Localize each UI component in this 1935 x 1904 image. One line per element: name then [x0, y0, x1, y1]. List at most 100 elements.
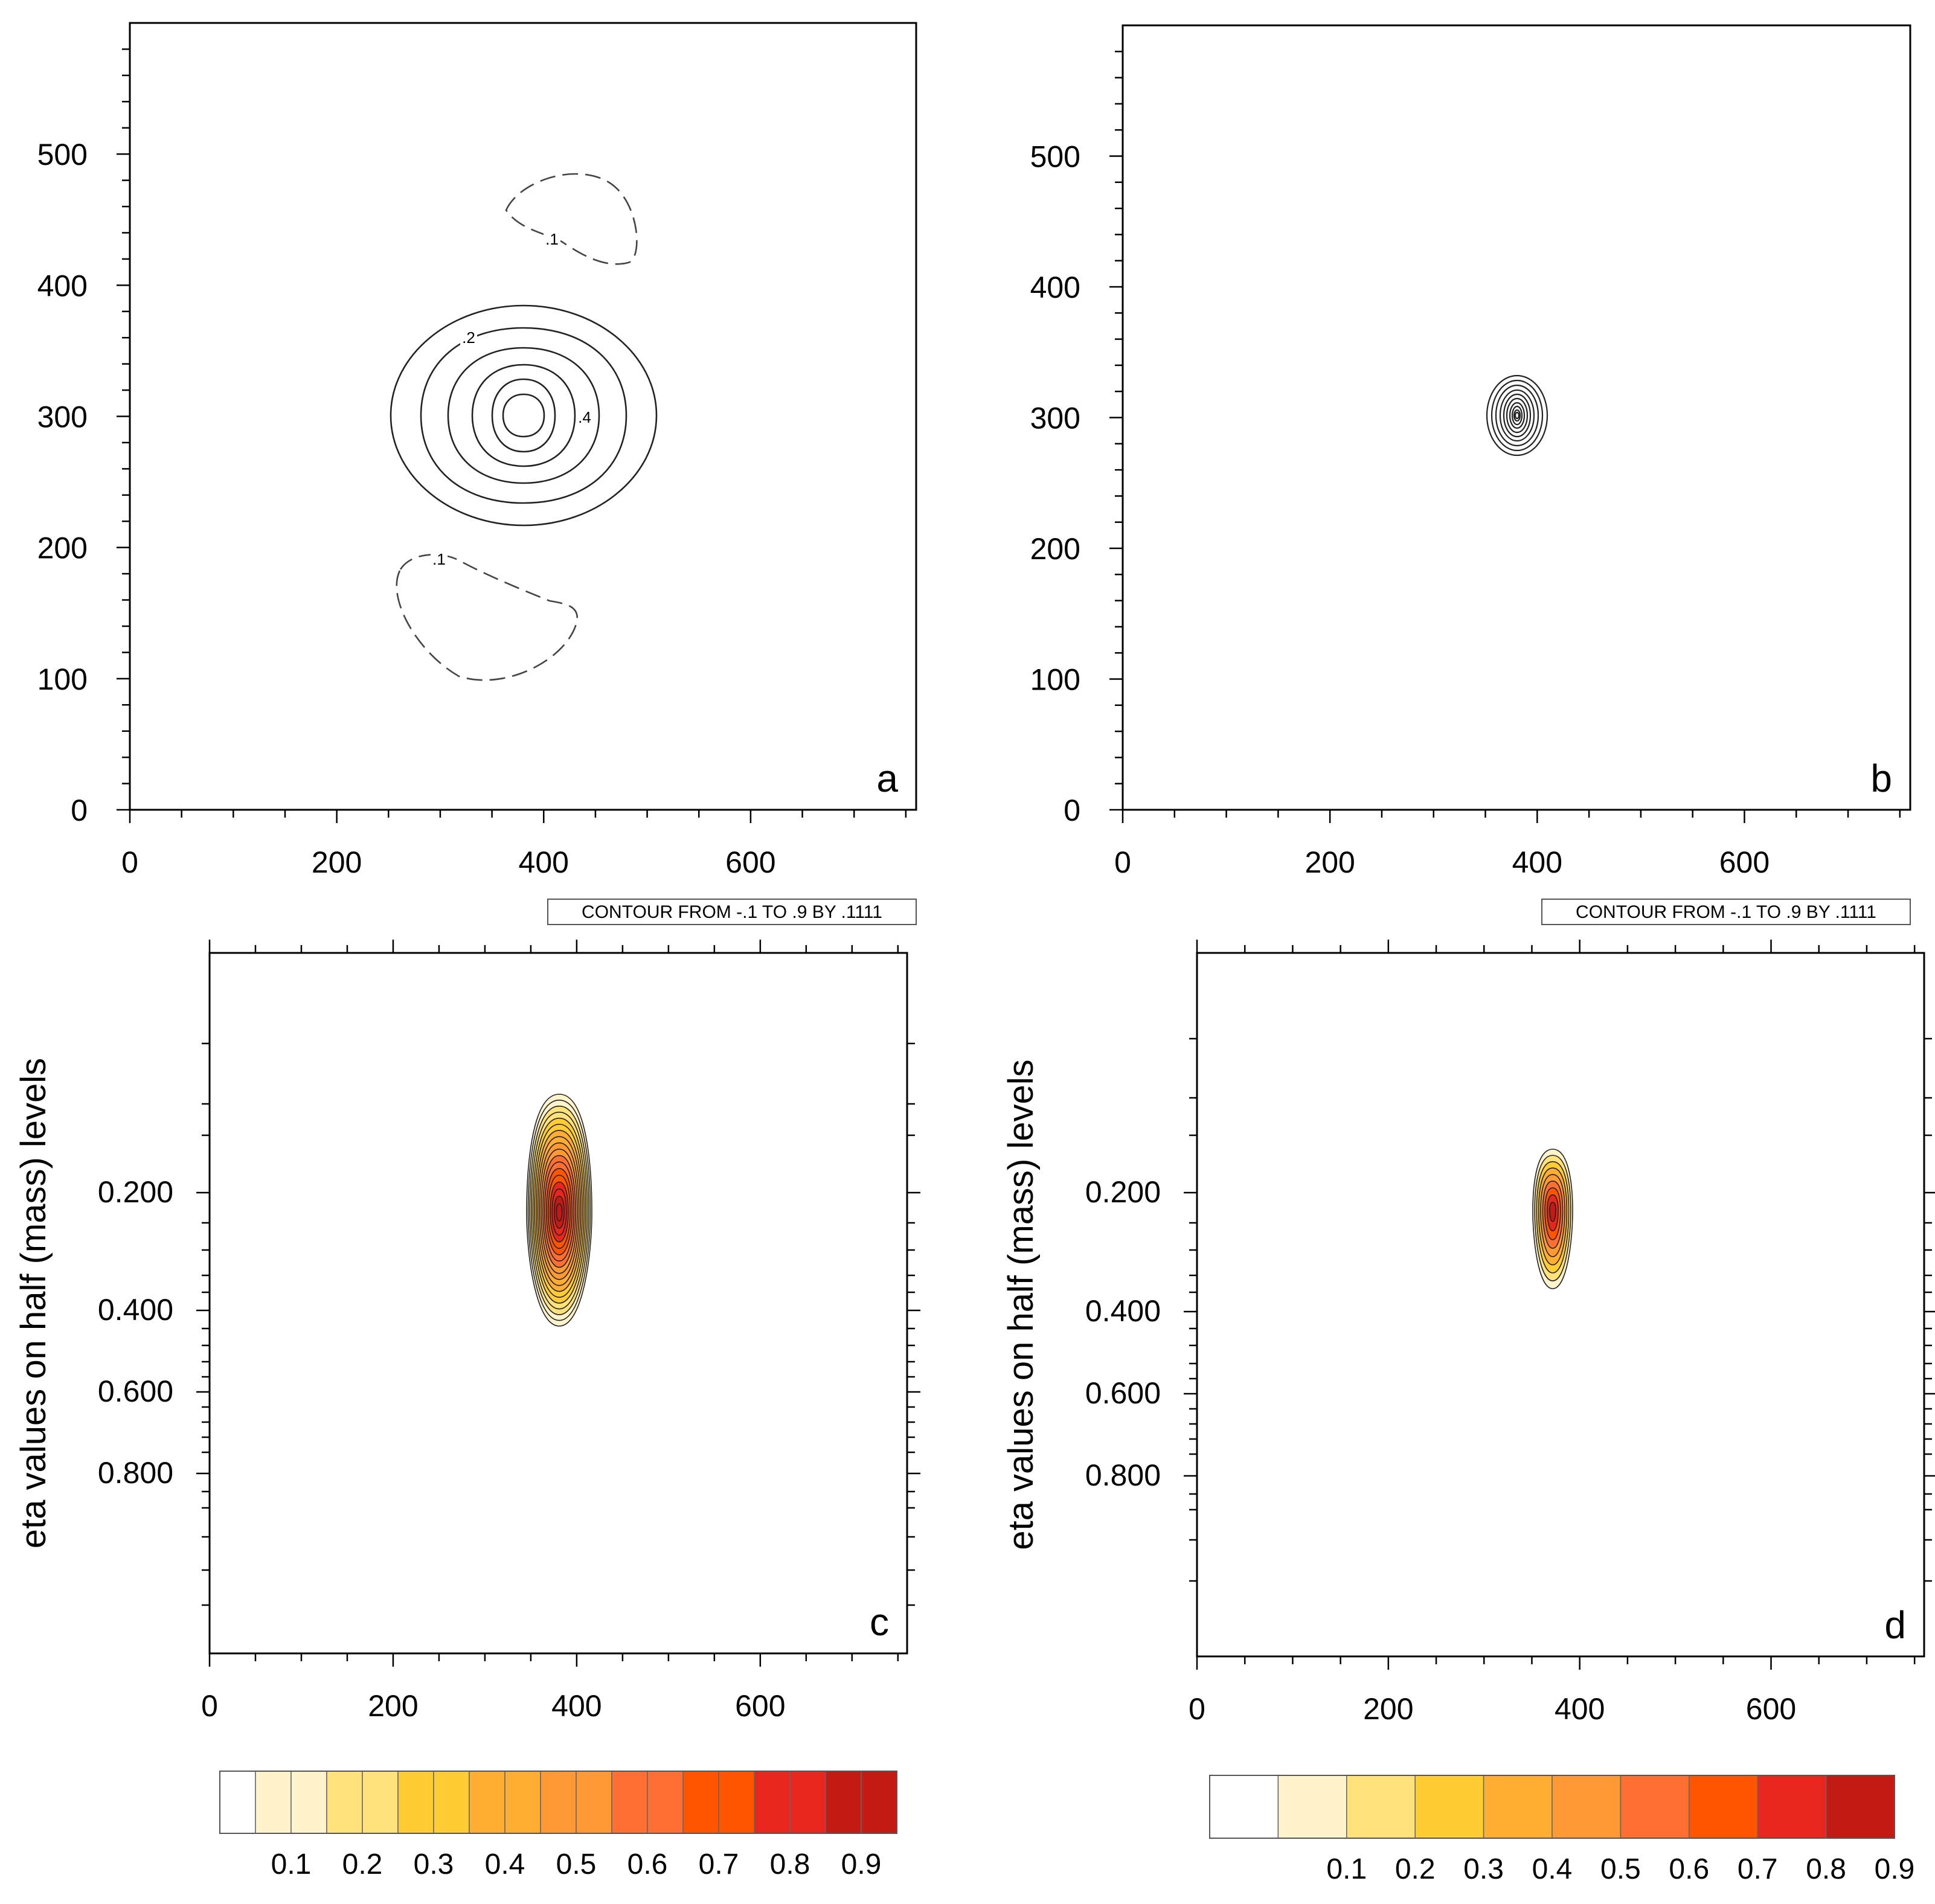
- colorbar-box: [789, 1771, 826, 1834]
- colorbar-box: [326, 1771, 363, 1834]
- colorbar-label: 0.9: [1875, 1853, 1915, 1885]
- contour-line-negative: [505, 173, 638, 265]
- y-tick-label: 200: [1030, 532, 1080, 566]
- colorbar-box: [718, 1771, 755, 1834]
- panel-letter: a: [876, 757, 898, 800]
- x-tick-label: 600: [725, 845, 775, 879]
- y-tick-label: 200: [37, 531, 88, 565]
- contour-info-label: CONTOUR FROM -.1 TO .9 BY .1111: [1576, 902, 1876, 922]
- colorbar-label: 0.3: [414, 1848, 454, 1880]
- plot-frame: [1196, 952, 1925, 1658]
- x-tick-label: 400: [519, 845, 569, 879]
- colorbar-box: [1483, 1775, 1553, 1839]
- y-tick-label: 0.200: [1085, 1175, 1161, 1209]
- contour-line: [1495, 384, 1539, 447]
- colorbar-label: 0.8: [1806, 1853, 1846, 1885]
- colorbar-box: [255, 1771, 292, 1834]
- y-tick-label: 100: [1030, 663, 1080, 697]
- x-tick-label: 200: [312, 845, 362, 879]
- contour-label-bg: [431, 551, 448, 568]
- colorbar-box: [219, 1771, 256, 1834]
- contour-label-bg: [576, 409, 593, 426]
- filled-contour-level: [556, 1203, 563, 1222]
- contour-info-label: CONTOUR FROM -.1 TO .9 BY .1111: [582, 902, 882, 922]
- contour-line: [390, 304, 658, 527]
- y-tick-label: 0.400: [98, 1293, 173, 1327]
- colorbar-label: 0.7: [1738, 1853, 1778, 1885]
- colorbar-box: [825, 1771, 862, 1834]
- y-tick-label: 0.200: [98, 1175, 173, 1209]
- contour-line: [1503, 393, 1532, 438]
- colorbar-box: [754, 1771, 791, 1834]
- contour-label-bg: [544, 231, 560, 248]
- contour-line: [1486, 374, 1548, 457]
- filled-contour-level: [1549, 1202, 1556, 1222]
- colorbar-label: 0.3: [1463, 1853, 1504, 1885]
- contour-line: [471, 364, 576, 467]
- contour-line-negative: [396, 554, 579, 681]
- panel-letter: c: [870, 1600, 889, 1644]
- y-tick-label: 300: [1030, 402, 1080, 435]
- y-tick-label: 400: [37, 269, 88, 303]
- colorbar-label: 0.9: [841, 1848, 882, 1880]
- colorbar-box: [1552, 1775, 1622, 1839]
- y-tick-label: 0.800: [1085, 1458, 1161, 1492]
- colorbar-label: 0.1: [1326, 1853, 1367, 1885]
- colorbar-label: 0.6: [627, 1848, 668, 1880]
- x-tick-label: 400: [1512, 845, 1562, 879]
- panel-d: 0 200 400 600 0.200 0.400 0.600 0.800 eta values…: [1001, 940, 1935, 1726]
- colorbar-box: [647, 1771, 684, 1834]
- colorbar-label: 0.6: [1669, 1853, 1709, 1885]
- y-tick-label: 100: [37, 662, 88, 696]
- colorbar-box: [1620, 1775, 1690, 1839]
- contour-info-box: [1541, 899, 1911, 925]
- contour-line: [1511, 405, 1523, 426]
- x-tick-label: 0: [201, 1689, 218, 1723]
- colorbar-box: [1757, 1775, 1827, 1839]
- plot-frame: [1122, 24, 1911, 811]
- colorbar-box: [1277, 1775, 1347, 1839]
- colorbar-box: [861, 1771, 897, 1834]
- colorbar-label: 0.7: [699, 1848, 739, 1880]
- colorbar-box: [1209, 1775, 1279, 1839]
- colorbar-box: [611, 1771, 648, 1834]
- x-tick-label: 200: [1363, 1692, 1413, 1726]
- x-tick-label: 600: [1719, 845, 1770, 879]
- x-tick-label: 400: [551, 1689, 602, 1723]
- colorbar-right: 0.1 0.2 0.3 0.4 0.5 0.6 0.7 0.8 0.9: [1209, 1775, 1915, 1885]
- colorbar-box: [362, 1771, 399, 1834]
- x-tick-label: 200: [1304, 845, 1355, 879]
- contour-line: [1506, 397, 1529, 434]
- contour-line: [447, 347, 600, 484]
- colorbar-box: [504, 1771, 541, 1834]
- y-tick-label: 0: [71, 793, 88, 827]
- colorbar-label: 0.2: [342, 1848, 383, 1880]
- colorbar-box: [540, 1771, 577, 1834]
- colorbar-box: [1346, 1775, 1416, 1839]
- y-tick-label: 500: [37, 138, 88, 171]
- contour-label: .2: [462, 329, 475, 347]
- colorbar-box: [576, 1771, 612, 1834]
- colorbar-box: [1689, 1775, 1758, 1839]
- y-tick-label: 400: [1030, 271, 1080, 304]
- x-tick-label: 0: [121, 845, 138, 879]
- y-tick-label: 300: [37, 400, 88, 434]
- colorbar-label: 0.2: [1395, 1853, 1436, 1885]
- y-axis-title: eta values on half (mass) levels: [14, 1058, 53, 1548]
- contour-info-box: [547, 899, 917, 925]
- colorbar-label: 0.8: [770, 1848, 810, 1880]
- colorbar-label: 0.5: [1600, 1853, 1641, 1885]
- colorbar-box: [397, 1771, 434, 1834]
- contour-line: [1514, 411, 1520, 420]
- colorbar-box: [290, 1771, 327, 1834]
- colorbar-label: 0.4: [1532, 1853, 1573, 1885]
- plot-frame: [208, 952, 908, 1655]
- panel-c: 0 200 400 600 0.200 0.400 0.600 0.800 eta values…: [14, 940, 920, 1723]
- contour-line: [1491, 379, 1544, 452]
- y-tick-label: 0.800: [98, 1456, 173, 1490]
- colorbar-label: 0.1: [271, 1848, 312, 1880]
- colorbar-left: 0.1 0.2 0.3 0.4 0.5 0.6 0.7 0.8 0.9: [219, 1771, 897, 1880]
- contour-line: [502, 393, 545, 438]
- colorbar-box: [682, 1771, 719, 1834]
